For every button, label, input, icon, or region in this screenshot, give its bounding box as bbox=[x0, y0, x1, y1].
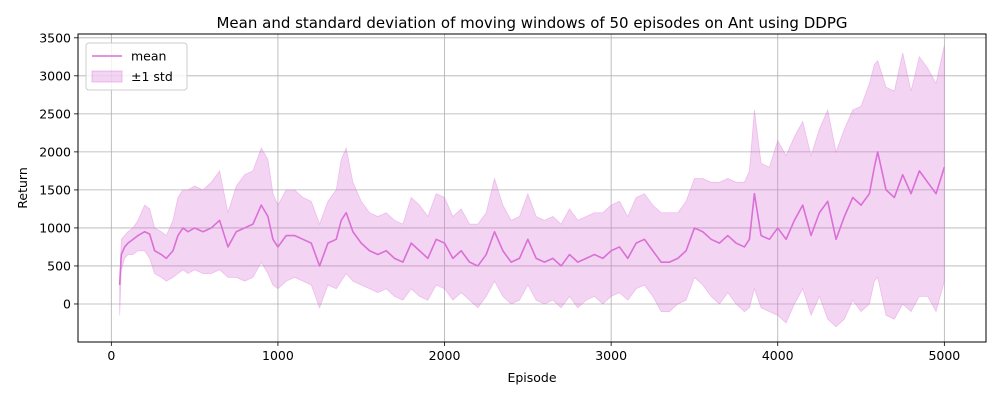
chart-title: Mean and standard deviation of moving wi… bbox=[216, 14, 847, 32]
legend-band-swatch bbox=[91, 70, 123, 83]
legend: mean ±1 std bbox=[85, 42, 188, 91]
y-tick-label: 3500 bbox=[39, 30, 71, 45]
mean-line-layer bbox=[118, 151, 946, 286]
plot-frame bbox=[77, 33, 987, 343]
y-tick-label: 500 bbox=[47, 258, 71, 273]
x-tick-label: 5000 bbox=[928, 348, 960, 363]
legend-mean-label: mean bbox=[131, 49, 166, 64]
y-tick-label: 2000 bbox=[39, 144, 71, 159]
std-band bbox=[119, 45, 945, 328]
x-tick-label: 4000 bbox=[762, 348, 794, 363]
legend-band-label: ±1 std bbox=[131, 69, 173, 84]
y-tick-label: 1000 bbox=[39, 220, 71, 235]
y-tick-label: 3000 bbox=[39, 68, 71, 83]
x-axis-title: Episode bbox=[507, 370, 556, 385]
y-axis-title: Return bbox=[15, 167, 30, 208]
x-tick-label: 3000 bbox=[595, 348, 627, 363]
x-tick-label: 0 bbox=[107, 348, 115, 363]
x-tick-label: 2000 bbox=[429, 348, 461, 363]
grid bbox=[78, 34, 986, 342]
legend-box bbox=[85, 42, 188, 91]
mean-line bbox=[118, 151, 946, 286]
std-band-layer bbox=[119, 45, 945, 328]
y-tick-label: 0 bbox=[63, 296, 71, 311]
y-tick-label: 2500 bbox=[39, 106, 71, 121]
x-axis-ticks: 0 1000 2000 3000 4000 5000 bbox=[107, 342, 960, 363]
y-tick-label: 1500 bbox=[39, 182, 71, 197]
y-axis-ticks: 0 500 1000 1500 2000 2500 3000 3500 bbox=[39, 30, 78, 311]
x-tick-label: 1000 bbox=[262, 348, 294, 363]
